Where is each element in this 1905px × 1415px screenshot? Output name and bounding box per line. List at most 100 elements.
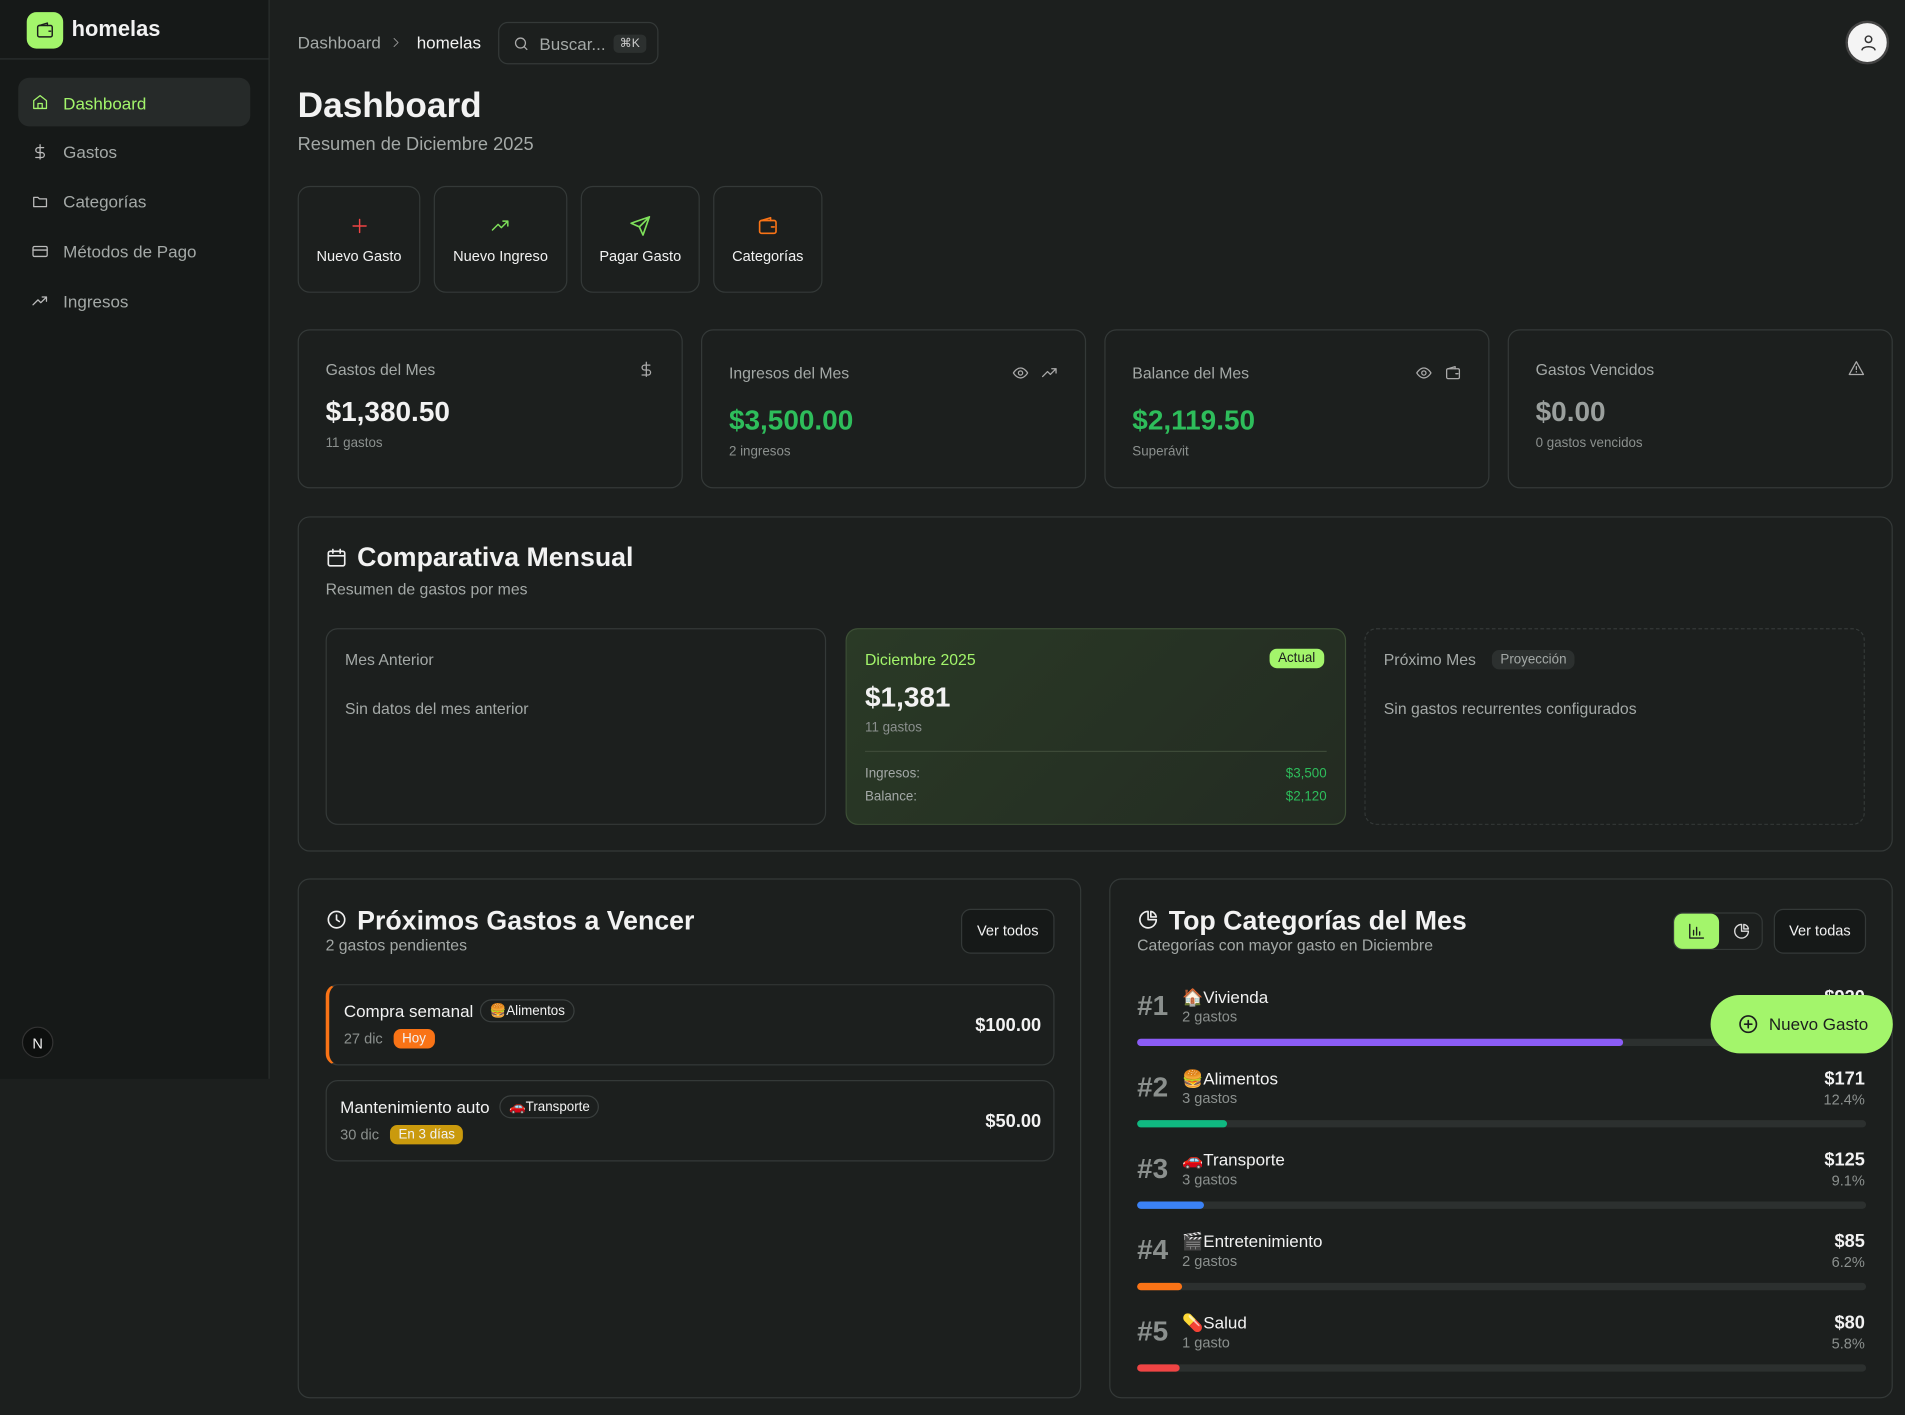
panel-subtitle: Resumen de gastos por mes	[326, 580, 528, 598]
stat-label: Ingresos del Mes	[729, 364, 849, 382]
category-share: 6.2%	[1832, 1254, 1865, 1271]
category-name: 💊Salud	[1182, 1313, 1247, 1334]
month-title: Diciembre 2025	[865, 651, 976, 669]
share-track	[1137, 1283, 1866, 1290]
quick-action[interactable]: Nuevo Ingreso	[434, 186, 568, 293]
monthly-panel: Comparativa Mensual Resumen de gastos po…	[298, 516, 1893, 851]
month-empty: Sin datos del mes anterior	[345, 699, 528, 717]
quick-action[interactable]: Pagar Gasto	[581, 186, 700, 293]
search-shortcut: ⌘K	[614, 35, 646, 53]
panel-title: Comparativa Mensual	[357, 542, 633, 574]
nav-item[interactable]: Métodos de Pago	[63, 242, 196, 261]
category-amount: $171	[1824, 1069, 1865, 1090]
month-badge: Actual	[1270, 649, 1324, 668]
divider	[0, 58, 268, 59]
month-card-current: Diciembre 2025 Actual $1,381 11 gastos I…	[846, 628, 1347, 825]
nav-item[interactable]: Categorías	[63, 192, 146, 211]
category-name: 🚗Transporte	[1182, 1150, 1285, 1171]
button[interactable]: Ver todas	[1774, 909, 1866, 954]
upcoming-item[interactable]: Compra semanal 🍔Alimentos 27 dic Hoy $10…	[326, 984, 1055, 1065]
month-title: Mes Anterior	[345, 651, 434, 669]
stat-card: Ingresos del Mes $3,500.00 2 ingresos	[701, 329, 1086, 488]
share-bar	[1137, 1364, 1179, 1371]
panel-title: Próximos Gastos a Vencer	[357, 905, 694, 937]
upcoming-panel: Próximos Gastos a Vencer 2 gastos pendie…	[298, 878, 1082, 1398]
upcoming-item[interactable]: Mantenimiento auto 🚗Transporte 30 dic En…	[326, 1080, 1055, 1161]
rank: #3	[1137, 1152, 1168, 1185]
page-subtitle: Resumen de Diciembre 2025	[298, 134, 534, 155]
search-placeholder: Buscar...	[539, 34, 605, 53]
rank: #4	[1137, 1234, 1168, 1267]
nav-item[interactable]: Ingresos	[63, 292, 128, 311]
nav-item[interactable]: Gastos	[63, 142, 117, 161]
stat-label: Gastos Vencidos	[1536, 360, 1655, 378]
button[interactable]: Ver todos	[961, 909, 1055, 954]
panel-subtitle: 2 gastos pendientes	[326, 936, 467, 954]
stat-value: $0.00	[1536, 395, 1606, 428]
share-bar	[1137, 1039, 1622, 1046]
breadcrumb-current: homelas	[417, 33, 481, 52]
top-categories-panel: Top Categorías del Mes Categorías con ma…	[1109, 878, 1893, 1398]
rank: #1	[1137, 990, 1168, 1023]
category-amount: $85	[1834, 1231, 1864, 1252]
item-category: 🍔Alimentos	[480, 999, 575, 1022]
footer-badge[interactable]: N	[22, 1027, 54, 1059]
month-empty: Sin gastos recurrentes configurados	[1384, 699, 1637, 717]
month-row-value: $3,500	[1286, 767, 1327, 782]
panel-title: Top Categorías del Mes	[1169, 905, 1467, 937]
quick-action-label: Nuevo Ingreso	[435, 248, 566, 265]
quick-action[interactable]: Nuevo Gasto	[298, 186, 421, 293]
avatar[interactable]	[1845, 21, 1889, 65]
month-title: Próximo Mes	[1384, 651, 1476, 669]
logo[interactable]	[27, 12, 63, 48]
stat-note: Superávit	[1132, 445, 1188, 460]
category-count: 3 gastos	[1182, 1171, 1237, 1188]
item-name: Mantenimiento auto	[340, 1097, 489, 1116]
quick-action[interactable]: Categorías	[713, 186, 822, 293]
breadcrumb-link[interactable]: Dashboard	[298, 33, 381, 52]
toggle-pie[interactable]	[1732, 922, 1750, 940]
item-amount: $100.00	[975, 1015, 1041, 1036]
item-category: 🚗Transporte	[499, 1095, 599, 1118]
stat-label: Balance del Mes	[1132, 364, 1249, 382]
quick-action-label: Nuevo Gasto	[299, 248, 419, 265]
category-share: 12.4%	[1824, 1091, 1865, 1108]
view-toggle	[1673, 912, 1763, 950]
stat-label: Gastos del Mes	[326, 360, 436, 378]
brand[interactable]: homelas	[72, 16, 161, 42]
category-name: 🎬Entretenimiento	[1182, 1231, 1322, 1252]
rank: #5	[1137, 1315, 1168, 1348]
item-date: 27 dic	[344, 1030, 383, 1047]
quick-action-label: Categorías	[714, 248, 821, 265]
search-box[interactable]: Buscar... ⌘K	[498, 22, 658, 65]
category-count: 3 gastos	[1182, 1090, 1237, 1107]
item-badge: En 3 días	[390, 1125, 463, 1144]
toggle-bar[interactable]	[1674, 914, 1719, 949]
stat-value: $1,380.50	[326, 395, 450, 428]
category-count: 1 gasto	[1182, 1334, 1230, 1351]
rank: #2	[1137, 1071, 1168, 1104]
stat-value: $2,119.50	[1132, 404, 1255, 437]
item-name: Compra semanal	[344, 1001, 474, 1020]
month-badge: Proyección	[1492, 650, 1575, 669]
category-count: 2 gastos	[1182, 1008, 1237, 1025]
divider	[865, 751, 1327, 752]
category-share: 9.1%	[1832, 1172, 1865, 1189]
page-title: Dashboard	[298, 87, 482, 127]
share-track	[1137, 1364, 1866, 1371]
category-amount: $80	[1834, 1313, 1864, 1334]
category-count: 2 gastos	[1182, 1253, 1237, 1270]
share-bar	[1137, 1120, 1227, 1127]
nav-item[interactable]: Dashboard	[63, 94, 146, 113]
fab[interactable]: Nuevo Gasto	[1711, 995, 1893, 1053]
quick-action-label: Pagar Gasto	[582, 248, 699, 265]
share-bar	[1137, 1283, 1182, 1290]
stat-card: Gastos del Mes $1,380.50 11 gastos	[298, 329, 683, 488]
stat-value: $3,500.00	[729, 404, 853, 437]
category-name: 🏠Vivienda	[1182, 987, 1268, 1008]
sidebar: homelas Dashboard Gastos Categorías Méto…	[0, 0, 270, 1079]
stat-card: Balance del Mes $2,119.50 Superávit	[1104, 329, 1489, 488]
item-badge: Hoy	[394, 1029, 435, 1048]
